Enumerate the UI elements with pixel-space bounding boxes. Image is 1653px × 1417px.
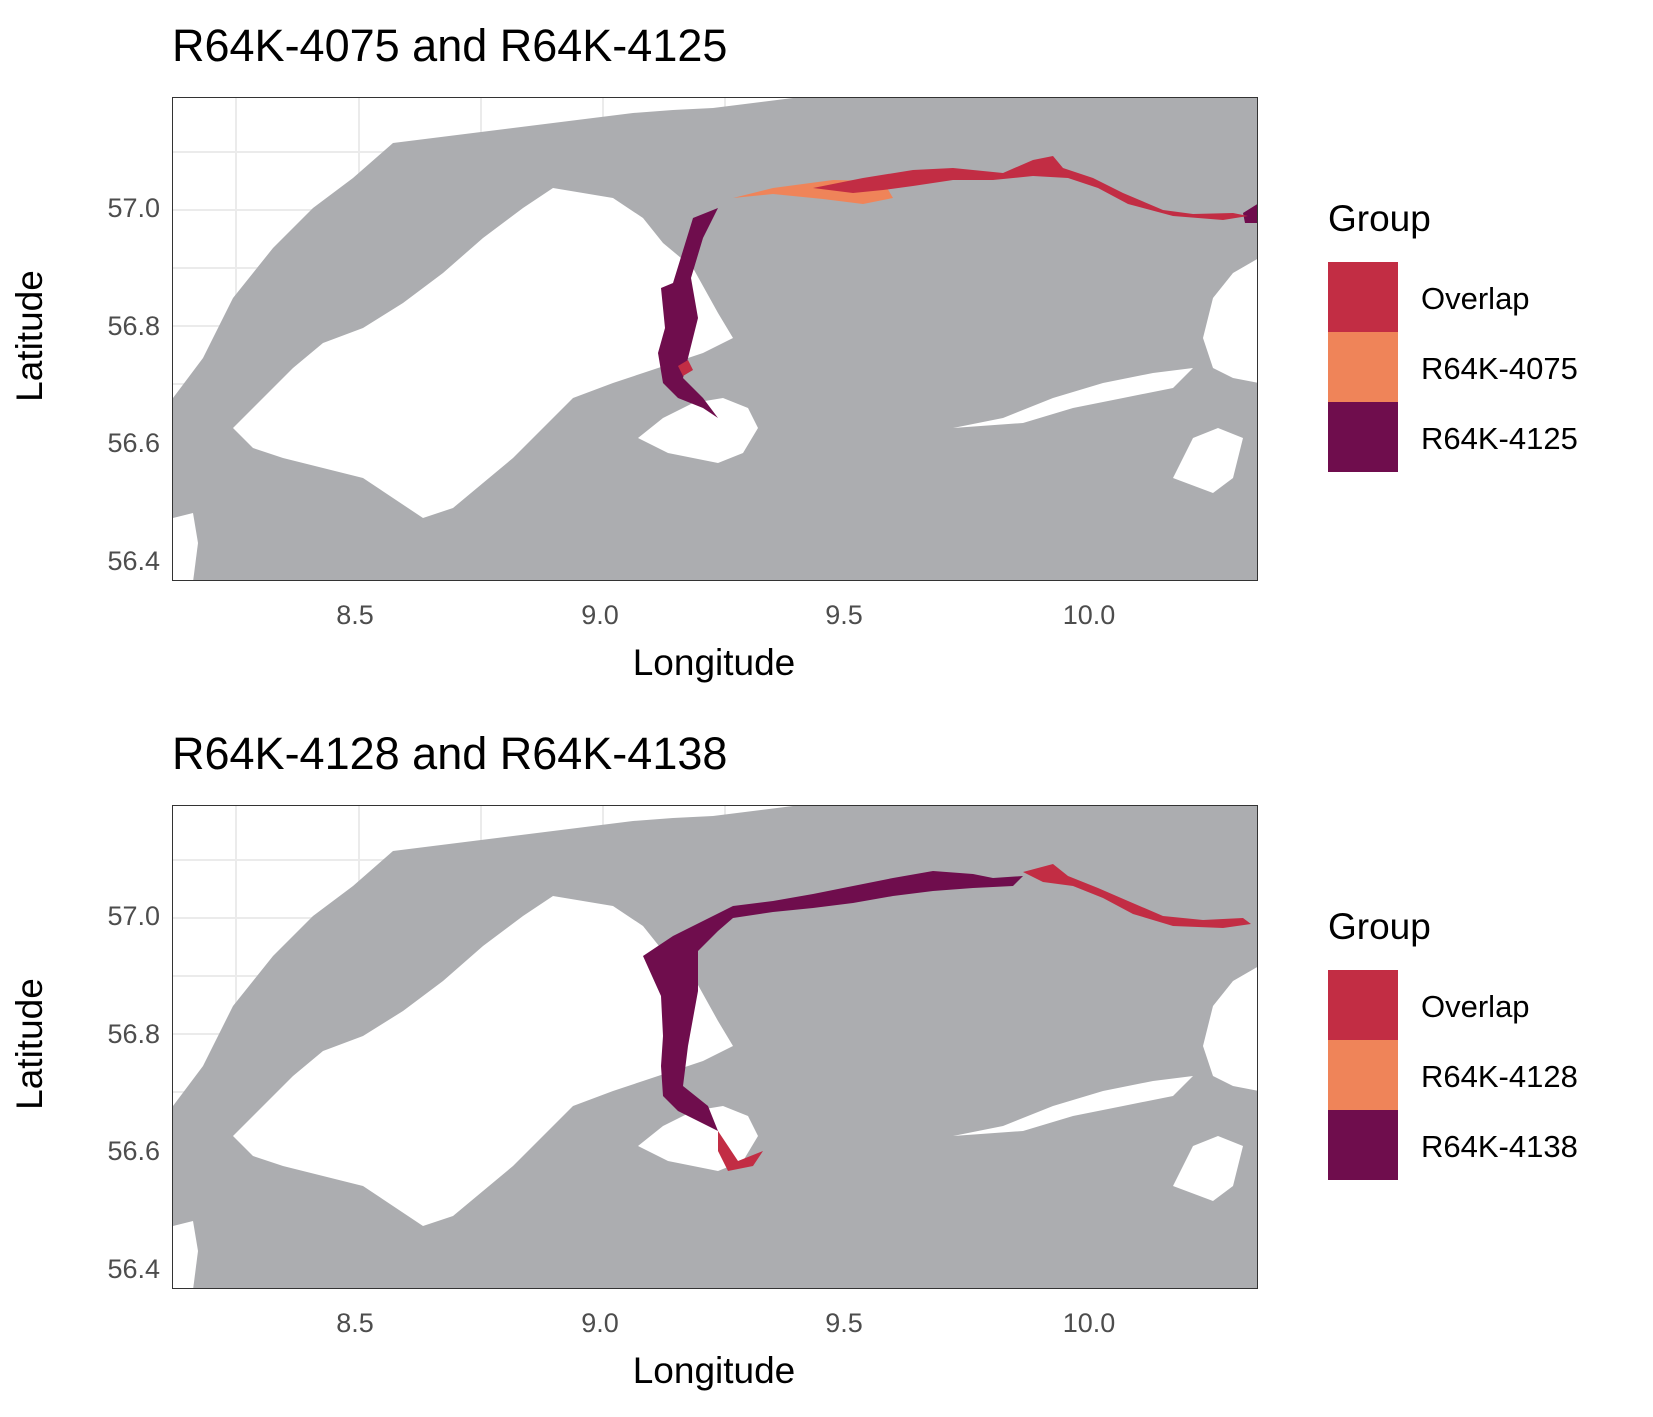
legend-swatch bbox=[1328, 1110, 1398, 1180]
legend-label: Overlap bbox=[1421, 989, 1530, 1024]
panel-title: R64K-4075 and R64K-4125 bbox=[172, 20, 728, 71]
map-canvas bbox=[173, 806, 1257, 1288]
legend-title: Group bbox=[1328, 906, 1431, 947]
map-plot bbox=[172, 97, 1258, 581]
y-tick-label: 56.8 bbox=[107, 1019, 160, 1049]
legend-item: R64K-4125 bbox=[1328, 402, 1628, 472]
legend-swatch bbox=[1328, 262, 1398, 332]
map-panel-2: R64K-4128 and R64K-4138 bbox=[0, 708, 1653, 1416]
x-axis-label: Longitude bbox=[632, 1350, 796, 1391]
legend-swatch bbox=[1328, 1040, 1398, 1110]
inland-water bbox=[953, 1076, 1193, 1136]
region-second bbox=[658, 208, 718, 418]
inland-water bbox=[173, 1221, 198, 1288]
map-plot bbox=[172, 805, 1258, 1289]
inland-water bbox=[953, 368, 1193, 428]
legend-swatch bbox=[1328, 970, 1398, 1040]
legend-item: Overlap bbox=[1328, 970, 1628, 1040]
x-tick-label: 9.0 bbox=[581, 600, 619, 630]
legend-label: Overlap bbox=[1421, 281, 1530, 316]
x-tick-label: 10.0 bbox=[1062, 1308, 1116, 1338]
region-overlap bbox=[678, 360, 693, 376]
y-axis-label: Latitude bbox=[9, 270, 50, 402]
legend-item: R64K-4075 bbox=[1328, 332, 1628, 402]
inland-water bbox=[1173, 1136, 1243, 1201]
legend-item: R64K-4128 bbox=[1328, 1040, 1628, 1110]
legend-label: R64K-4125 bbox=[1421, 421, 1578, 456]
legend-item: R64K-4138 bbox=[1328, 1110, 1628, 1180]
region-second bbox=[1243, 204, 1257, 223]
legend-swatch bbox=[1328, 332, 1398, 402]
x-tick-label: 10.0 bbox=[1062, 600, 1116, 630]
map-canvas bbox=[173, 98, 1257, 580]
inland-water bbox=[233, 896, 733, 1226]
x-axis-label: Longitude bbox=[632, 642, 796, 683]
x-tick-label: 8.5 bbox=[336, 1308, 374, 1338]
map-panel-1: R64K-4075 and R64K-4125 bbox=[0, 0, 1653, 708]
y-tick-label: 56.4 bbox=[107, 546, 160, 576]
inland-water bbox=[1203, 259, 1257, 383]
inland-water bbox=[1173, 428, 1243, 493]
legend-item: Overlap bbox=[1328, 262, 1628, 332]
legend-label: R64K-4138 bbox=[1421, 1129, 1578, 1164]
y-tick-label: 56.8 bbox=[107, 311, 160, 341]
panel-title: R64K-4128 and R64K-4138 bbox=[172, 728, 728, 779]
region-overlap bbox=[718, 1131, 763, 1171]
y-tick-label: 56.6 bbox=[107, 1136, 160, 1166]
y-tick-label: 57.0 bbox=[107, 901, 160, 931]
legend-title: Group bbox=[1328, 198, 1431, 239]
x-tick-label: 8.5 bbox=[336, 600, 374, 630]
region-second bbox=[643, 871, 1023, 1131]
x-tick-label: 9.0 bbox=[581, 1308, 619, 1338]
y-tick-label: 56.4 bbox=[107, 1254, 160, 1284]
inland-water bbox=[1203, 967, 1257, 1091]
legend-swatch bbox=[1328, 402, 1398, 472]
y-axis-label: Latitude bbox=[9, 978, 50, 1110]
inland-water bbox=[638, 398, 758, 463]
y-tick-label: 57.0 bbox=[107, 193, 160, 223]
legend-label: R64K-4075 bbox=[1421, 351, 1578, 386]
x-tick-label: 9.5 bbox=[825, 1308, 863, 1338]
inland-water bbox=[233, 188, 733, 518]
x-tick-label: 9.5 bbox=[825, 600, 863, 630]
legend-label: R64K-4128 bbox=[1421, 1059, 1578, 1094]
region-overlap bbox=[813, 156, 1248, 220]
y-tick-label: 56.6 bbox=[107, 428, 160, 458]
inland-water bbox=[173, 513, 198, 580]
